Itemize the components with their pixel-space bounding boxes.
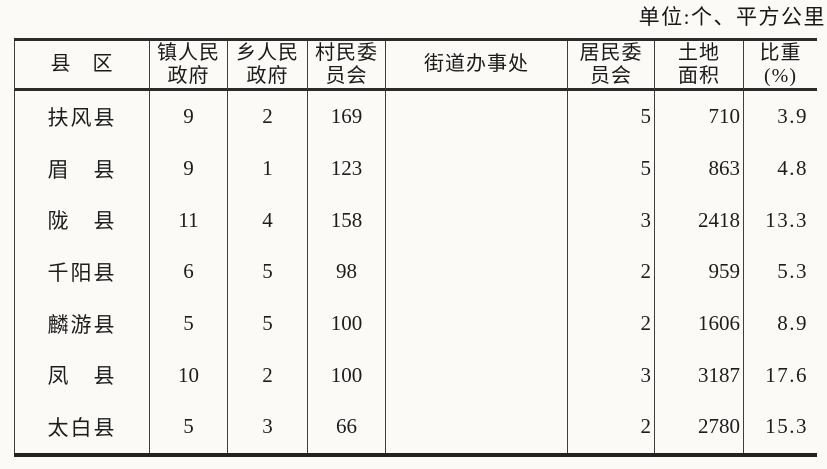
cell-county-name: 扶风县 — [14, 91, 150, 143]
col-header-residents-committee: 居民委 员会 — [568, 41, 655, 91]
cell-village-committee-count: 158 — [308, 194, 386, 247]
cell-residents-committee-count: 2 — [568, 246, 655, 298]
cell-subdistrict-office-count — [386, 297, 568, 350]
cell-proportion: 3.9 — [777, 104, 808, 129]
cell-land-area: 863 — [655, 142, 744, 195]
cell-township-gov-count: 3 — [228, 401, 308, 453]
cell-township-gov-count: 2 — [228, 349, 308, 402]
cell-county-name: 陇 县 — [14, 194, 150, 247]
cell-residents-committee-count: 5 — [568, 142, 655, 195]
cell-subdistrict-office-count — [386, 91, 568, 143]
table-row-feng: 凤 县 10 2 100 3 3187 17.6 — [14, 349, 817, 402]
cell-proportion: 4.8 — [777, 156, 808, 181]
table-row-linyou: 麟游县 5 5 100 2 1606 8.9 — [14, 297, 817, 350]
col-header-township-people-government: 乡人民 政府 — [228, 41, 308, 91]
col-header-county: 县 区 — [14, 41, 150, 91]
table-row-long: 陇 县 11 4 158 3 2418 13.3 — [14, 194, 817, 247]
cell-residents-committee-count: 3 — [568, 194, 655, 247]
cell-township-gov-count: 5 — [228, 246, 308, 298]
cell-township-gov-count: 4 — [228, 194, 308, 247]
cell-subdistrict-office-count — [386, 349, 568, 402]
table-row-taibai: 太白县 5 3 66 2 2780 15.3 — [14, 401, 817, 453]
header-row: 县 区 镇人民 政府 乡人民 政府 村民委 员会 — [14, 41, 817, 91]
cell-town-gov-count: 11 — [150, 194, 228, 247]
cell-subdistrict-office-count — [386, 401, 568, 453]
cell-township-gov-count: 5 — [228, 297, 308, 350]
cell-village-committee-count: 100 — [308, 349, 386, 402]
cell-town-gov-count: 10 — [150, 349, 228, 402]
cell-proportion: 8.9 — [777, 311, 808, 336]
statistics-table-container: 县 区 镇人民 政府 乡人民 政府 村民委 员会 — [14, 38, 817, 457]
table-row-fufeng: 扶风县 9 2 169 5 710 3.9 — [14, 91, 817, 143]
table-row-qianyang: 千阳县 6 5 98 2 959 5.3 — [14, 246, 817, 298]
cell-subdistrict-office-count — [386, 194, 568, 247]
cell-land-area: 1606 — [655, 297, 744, 350]
cell-town-gov-count: 9 — [150, 142, 228, 195]
cell-county-name: 太白县 — [14, 401, 150, 453]
cell-proportion: 5.3 — [777, 259, 808, 284]
cell-residents-committee-count: 2 — [568, 297, 655, 350]
cell-town-gov-count: 6 — [150, 246, 228, 298]
cell-proportion: 17.6 — [765, 362, 808, 387]
cell-county-name: 千阳县 — [14, 246, 150, 298]
cell-town-gov-count: 5 — [150, 297, 228, 350]
cell-village-committee-count: 123 — [308, 142, 386, 195]
cell-proportion: 15.3 — [765, 414, 808, 439]
administrative-divisions-table: 县 区 镇人民 政府 乡人民 政府 村民委 员会 — [14, 38, 817, 457]
cell-town-gov-count: 5 — [150, 401, 228, 453]
cell-township-gov-count: 2 — [228, 91, 308, 143]
cell-village-committee-count: 169 — [308, 91, 386, 143]
cell-residents-committee-count: 2 — [568, 401, 655, 453]
cell-proportion: 13.3 — [765, 207, 808, 232]
cell-village-committee-count: 66 — [308, 401, 386, 453]
cell-town-gov-count: 9 — [150, 91, 228, 143]
cell-land-area: 710 — [655, 91, 744, 143]
col-header-town-people-government: 镇人民 政府 — [150, 41, 228, 91]
cell-village-committee-count: 100 — [308, 297, 386, 350]
cell-subdistrict-office-count — [386, 246, 568, 298]
col-header-proportion-percent: 比重 (%) — [744, 41, 817, 91]
cell-county-name: 麟游县 — [14, 297, 150, 350]
cell-township-gov-count: 1 — [228, 142, 308, 195]
cell-subdistrict-office-count — [386, 142, 568, 195]
cell-land-area: 959 — [655, 246, 744, 298]
cell-residents-committee-count: 5 — [568, 91, 655, 143]
col-header-subdistrict-office: 街道办事处 — [386, 41, 568, 91]
table-row-mei: 眉 县 9 1 123 5 863 4.8 — [14, 142, 817, 195]
unit-caption: 单位:个、平方公里 — [638, 5, 826, 29]
cell-land-area: 2418 — [655, 194, 744, 247]
col-header-land-area: 土地 面积 — [655, 41, 744, 91]
cell-county-name: 眉 县 — [14, 142, 150, 195]
cell-county-name: 凤 县 — [14, 349, 150, 402]
col-header-village-committee: 村民委 员会 — [308, 41, 386, 91]
cell-village-committee-count: 98 — [308, 246, 386, 298]
cell-land-area: 3187 — [655, 349, 744, 402]
cell-residents-committee-count: 3 — [568, 349, 655, 402]
cell-land-area: 2780 — [655, 401, 744, 453]
